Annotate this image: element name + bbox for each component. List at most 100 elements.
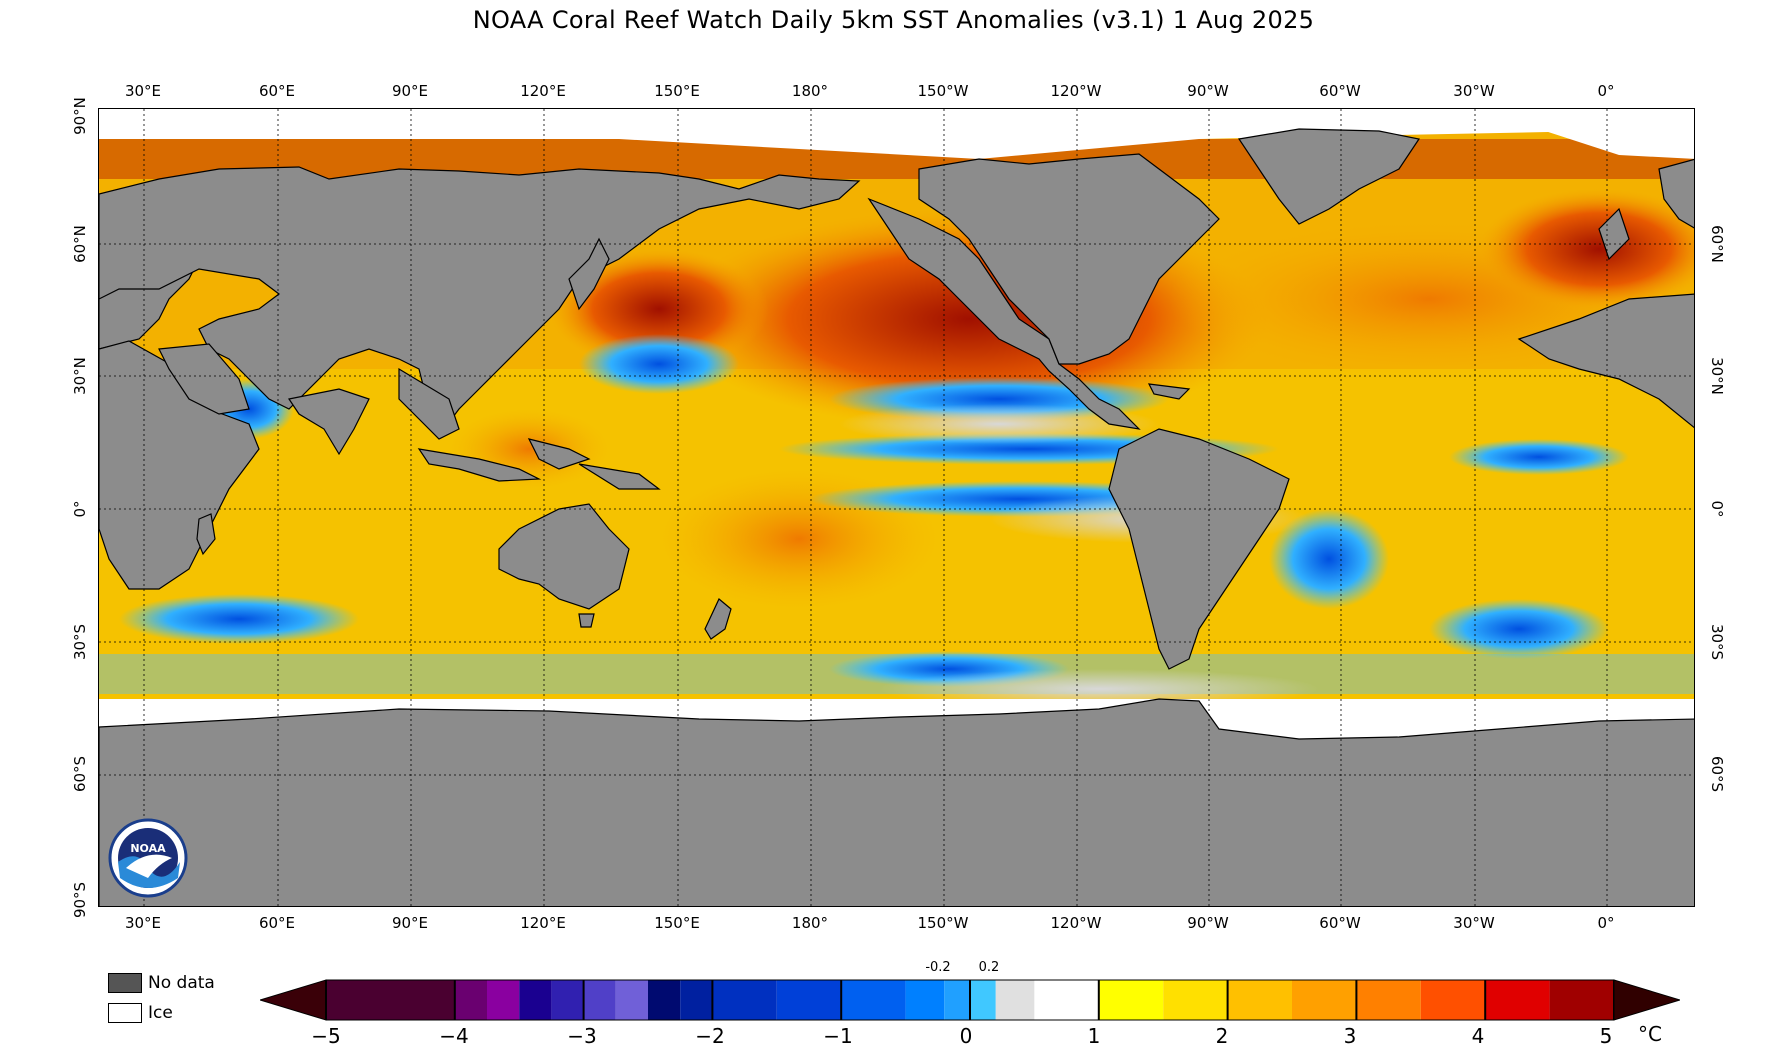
colorbar-cell	[1098, 980, 1164, 1020]
lat-label-left: 30°N	[71, 357, 89, 395]
lon-label-top: 30°W	[1453, 82, 1495, 100]
colorbar-cell	[776, 980, 842, 1020]
southeast-pacific-cool-anomaly	[1269, 509, 1389, 609]
colorbar-cell	[454, 980, 487, 1020]
lon-label-top: 0°	[1597, 82, 1615, 100]
lon-label-bottom: 120°E	[520, 914, 566, 932]
lon-label-bottom: 180°	[791, 914, 829, 932]
lon-label-bottom: 90°E	[391, 914, 429, 932]
lon-label-top: 150°W	[917, 82, 969, 100]
colorbar-cell	[583, 980, 616, 1020]
lat-label-left: 30°S	[71, 623, 89, 661]
colorbar-tick-label: −1	[823, 1024, 853, 1048]
map-canvas	[99, 109, 1694, 906]
colorbar-cell	[1034, 980, 1099, 1020]
lon-label-bottom: 150°E	[654, 914, 700, 932]
lon-label-top: 30°E	[124, 82, 162, 100]
colorbar-cell	[905, 980, 945, 1020]
colorbar-tick-label: 5	[1599, 1024, 1613, 1048]
colorbar-tick-label: −3	[567, 1024, 597, 1048]
colorbar-cell	[970, 980, 996, 1020]
colorbar-unit: °C	[1638, 1022, 1662, 1046]
lon-label-top: 90°E	[391, 82, 429, 100]
arctic-ice	[99, 109, 1694, 159]
lat-label-left: 90°N	[71, 97, 89, 135]
lon-label-top: 120°W	[1050, 82, 1102, 100]
colorbar-label-plus-0-2: 0.2	[978, 960, 1000, 975]
japan-sea-warm-anomaly	[549, 249, 769, 369]
colorbar-cell	[487, 980, 520, 1020]
lon-label-bottom: 60°W	[1319, 914, 1361, 932]
colorbar-cell	[712, 980, 777, 1020]
lat-label-left: 60°S	[71, 755, 89, 793]
colorbar-cell	[1356, 980, 1421, 1020]
colorbar-cell	[551, 980, 584, 1020]
lon-label-bottom: 30°W	[1453, 914, 1495, 932]
lon-label-bottom: 120°W	[1050, 914, 1102, 932]
kuroshio-cool-anomaly	[579, 334, 739, 394]
noaa-seal-icon: NOAA	[108, 818, 188, 898]
map-title: NOAA Coral Reef Watch Daily 5km SST Anom…	[472, 6, 1315, 34]
sst-anomaly-map	[98, 108, 1695, 907]
svg-text:NOAA: NOAA	[130, 842, 166, 855]
lat-label-right: 60°S	[1708, 755, 1726, 793]
lon-label-top: 60°W	[1319, 82, 1361, 100]
lon-label-bottom: 30°E	[124, 914, 162, 932]
graticule	[99, 109, 1694, 906]
lon-label-bottom: 0°	[1597, 914, 1615, 932]
land-masses	[99, 128, 1694, 906]
colorbar-tick-label: −2	[695, 1024, 725, 1048]
colorbar-cell	[615, 980, 648, 1020]
colorbar-high-extend	[1613, 979, 1680, 1021]
atlantic-equatorial-cool-anomaly	[1449, 439, 1629, 475]
colorbar-cell	[1292, 980, 1357, 1020]
colorbar-cell	[519, 980, 552, 1020]
colorbar-tick-label: 4	[1471, 1024, 1485, 1048]
lat-label-right: 30°N	[1708, 357, 1726, 395]
colorbar-cell	[680, 980, 713, 1020]
colorbar-cell	[1227, 980, 1292, 1020]
lon-label-top: 120°E	[520, 82, 566, 100]
no-data-label: No data	[148, 973, 215, 993]
colorbar-cells	[325, 979, 1615, 1021]
lon-label-top: 90°W	[1187, 82, 1229, 100]
lat-label-right: 30°S	[1708, 623, 1726, 661]
colorbar-tick-label: 3	[1343, 1024, 1357, 1048]
lat-label-left: 90°S	[71, 881, 89, 919]
colorbar-label-minus-0-2: -0.2	[925, 960, 951, 975]
arctic-ice-east	[1539, 129, 1694, 159]
ice-swatch	[108, 1003, 142, 1023]
lon-label-top: 180°	[791, 82, 829, 100]
equatorial-neutral-zone	[839, 404, 1159, 444]
colorbar-cell	[1420, 980, 1486, 1020]
lon-label-bottom: 60°E	[258, 914, 296, 932]
no-data-swatch	[108, 973, 142, 993]
colorbar-tick-label: −4	[439, 1024, 469, 1048]
nordic-sea-warm-anomaly	[1479, 189, 1694, 309]
lon-label-bottom: 90°W	[1187, 914, 1229, 932]
lat-label-right: 60°N	[1708, 225, 1726, 263]
south-atlantic-cool-anomaly	[1429, 599, 1609, 659]
colorbar	[260, 979, 1680, 1021]
noaa-logo: NOAA	[108, 818, 188, 902]
ice-label: Ice	[148, 1003, 173, 1023]
colorbar-cell	[1163, 980, 1228, 1020]
lat-label-right: 0°	[1708, 500, 1726, 518]
colorbar-cell	[944, 980, 970, 1020]
colorbar-cell	[648, 980, 681, 1020]
lon-label-top: 60°E	[258, 82, 296, 100]
lat-label-left: 60°N	[71, 225, 89, 263]
lat-label-left: 0°	[71, 500, 89, 518]
colorbar-cell	[995, 980, 1035, 1020]
colorbar-tick-label: 1	[1087, 1024, 1101, 1048]
colorbar-tick-label: −5	[311, 1024, 341, 1048]
colorbar-low-extend	[260, 979, 327, 1021]
lon-label-bottom: 150°W	[917, 914, 969, 932]
colorbar-cell	[1549, 980, 1614, 1020]
colorbar-cell	[1485, 980, 1550, 1020]
colorbar-cell	[841, 980, 906, 1020]
colorbar-cell	[326, 980, 455, 1020]
south-indian-cool-anomaly	[119, 594, 359, 644]
colorbar-tick-label: 2	[1215, 1024, 1229, 1048]
colorbar-tick-label: 0	[959, 1024, 973, 1048]
